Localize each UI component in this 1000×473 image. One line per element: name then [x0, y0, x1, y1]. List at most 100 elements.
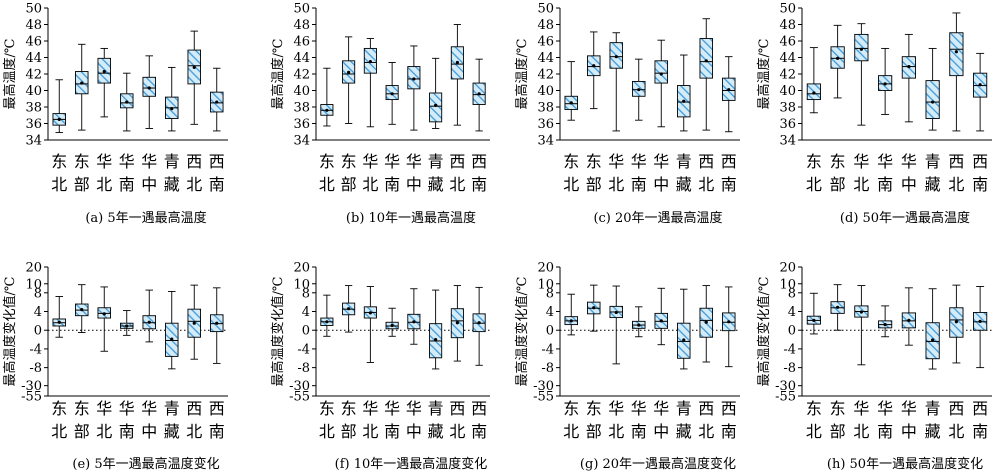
- y-tick-label: -55: [533, 390, 554, 405]
- y-tick-label: 40: [25, 84, 42, 99]
- y-tick-label: -30: [289, 379, 310, 394]
- category-label-top: 华: [362, 152, 378, 171]
- box-7: [973, 286, 988, 369]
- box-5: [925, 288, 940, 370]
- y-tick-label: 20: [25, 261, 42, 276]
- category-label-top: 华: [631, 399, 647, 418]
- category-label-top: 东: [319, 399, 335, 418]
- category-label-top: 西: [948, 152, 964, 171]
- mean-marker: [102, 312, 106, 316]
- category-label-bottom: 藏: [428, 422, 444, 441]
- mean-marker: [931, 100, 935, 104]
- category-label-bottom: 南: [721, 422, 737, 441]
- category-label-top: 东: [74, 399, 90, 418]
- y-tick-label: 38: [25, 101, 42, 116]
- category-label-bottom: 部: [830, 422, 846, 441]
- box-1: [74, 284, 89, 333]
- mean-marker: [170, 337, 174, 341]
- category-label-top: 华: [901, 152, 917, 171]
- y-tick-label: 20: [779, 261, 796, 276]
- y-tick-label: 10: [293, 277, 310, 292]
- mean-marker: [147, 320, 151, 324]
- y-tick-label: -30: [775, 379, 796, 394]
- mean-marker: [368, 311, 372, 315]
- y-tick-label: 10: [537, 277, 554, 292]
- category-label-bottom: 部: [341, 422, 357, 441]
- category-label-bottom: 藏: [428, 175, 444, 194]
- category-label-bottom: 南: [721, 175, 737, 194]
- box-3: [878, 47, 893, 115]
- category-label-bottom: 北: [563, 175, 579, 194]
- mean-marker: [192, 321, 196, 325]
- category-label-top: 青: [164, 399, 180, 418]
- category-label-bottom: 南: [877, 422, 893, 441]
- category-label-bottom: 南: [877, 175, 893, 194]
- box-6: [187, 284, 201, 360]
- mean-marker: [907, 64, 911, 69]
- mean-marker: [614, 55, 618, 59]
- category-label-bottom: 南: [384, 422, 400, 441]
- category-label-bottom: 北: [948, 175, 964, 194]
- mean-marker: [390, 323, 394, 328]
- box-6: [949, 284, 964, 364]
- y-axis-label: 最高温度/℃: [756, 39, 772, 110]
- panel-caption: (h) 50年一遇最高温度变化: [827, 456, 983, 472]
- panel-0: 343638404244464850最高温度/℃东北东部华北华南华中青藏西北西南…: [2, 2, 228, 226]
- category-label-bottom: 中: [406, 422, 422, 441]
- mean-marker: [859, 47, 863, 51]
- panel-6: 2010840-4-8-30-55最高温度变化值/℃东北东部华北华南华中青藏西北…: [514, 261, 740, 472]
- category-label-bottom: 藏: [164, 175, 180, 194]
- mean-marker: [325, 320, 329, 324]
- y-axis-label: 最高温度变化值/℃: [270, 277, 286, 387]
- mean-marker: [57, 320, 61, 324]
- box-iqr: [925, 80, 940, 119]
- panel-caption: (c) 20年一遇最高温度: [593, 210, 722, 226]
- box-4: [142, 55, 156, 129]
- mean-marker: [659, 72, 663, 76]
- category-label-bottom: 北: [362, 175, 378, 194]
- y-tick-label: 48: [293, 18, 310, 33]
- box-4: [901, 33, 916, 123]
- mean-marker: [215, 100, 219, 104]
- mean-marker: [836, 56, 840, 60]
- category-label-bottom: 中: [653, 175, 669, 194]
- category-label-top: 华: [653, 152, 669, 171]
- category-label-top: 东: [341, 152, 357, 171]
- y-tick-label: 40: [537, 84, 554, 99]
- y-axis-label: 最高温度/℃: [514, 39, 530, 110]
- category-label-top: 东: [74, 152, 90, 171]
- box-5: [925, 47, 940, 131]
- box-4: [407, 45, 421, 131]
- category-label-top: 青: [428, 399, 444, 418]
- box-7: [722, 56, 736, 133]
- category-label-top: 华: [96, 399, 112, 418]
- category-label-bottom: 北: [608, 422, 624, 441]
- mean-marker: [592, 64, 596, 68]
- category-label-bottom: 北: [449, 422, 465, 441]
- category-label-top: 西: [721, 399, 737, 418]
- mean-marker: [80, 81, 84, 85]
- category-label-bottom: 藏: [164, 422, 180, 441]
- category-label-top: 西: [721, 152, 737, 171]
- category-label-bottom: 北: [853, 422, 869, 441]
- category-label-top: 东: [51, 152, 67, 171]
- y-tick-label: 40: [779, 84, 796, 99]
- mean-marker: [434, 337, 438, 342]
- category-label-bottom: 藏: [676, 175, 692, 194]
- y-tick-label: -4: [783, 342, 796, 357]
- mean-marker: [931, 338, 935, 342]
- mean-marker: [125, 324, 129, 328]
- mean-marker: [434, 103, 438, 107]
- panel-caption: (f) 10年一遇最高温度变化: [335, 456, 488, 472]
- box-1: [587, 31, 601, 110]
- category-label-top: 华: [853, 399, 869, 418]
- category-label-bottom: 中: [406, 175, 422, 194]
- mean-marker: [215, 321, 219, 325]
- mean-marker: [325, 108, 329, 112]
- category-label-bottom: 北: [563, 422, 579, 441]
- category-label-bottom: 南: [119, 175, 135, 194]
- mean-marker: [812, 318, 816, 322]
- y-tick-label: 10: [779, 277, 796, 292]
- category-label-top: 西: [209, 152, 225, 171]
- y-tick-label: -4: [297, 342, 310, 357]
